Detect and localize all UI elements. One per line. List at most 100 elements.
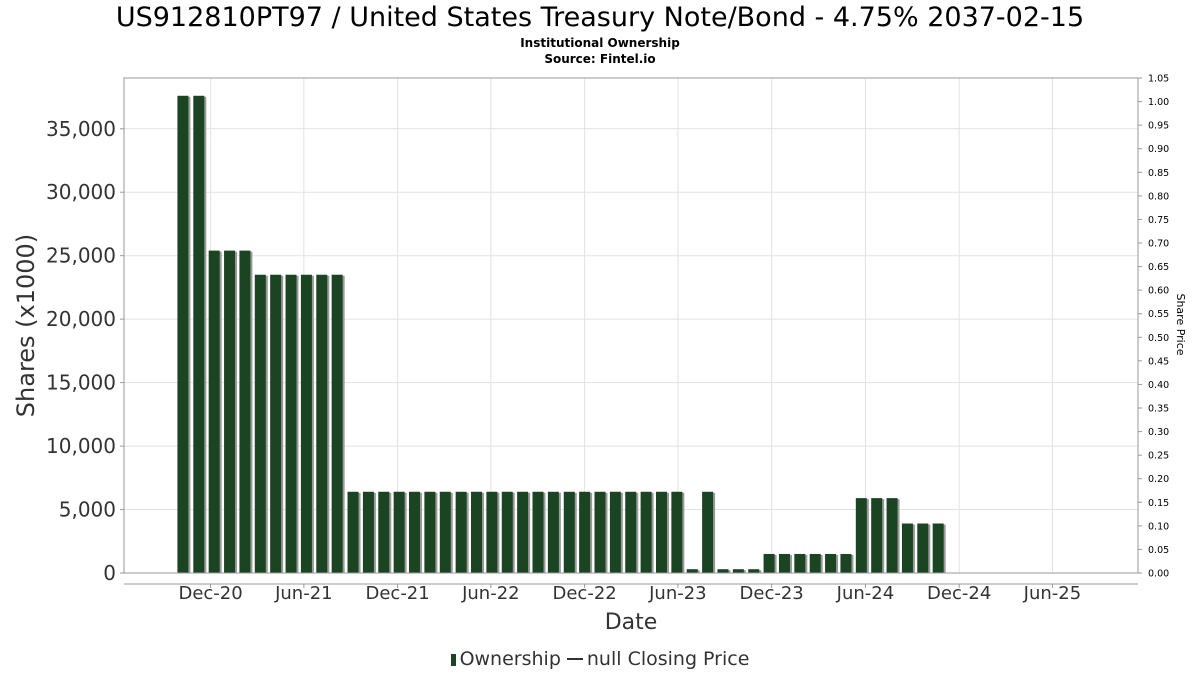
y2-tick-label: 0.35: [1148, 404, 1169, 415]
ownership-bar-fill: [254, 274, 266, 573]
ownership-bar: [455, 491, 469, 573]
plot-frame: [123, 77, 1139, 574]
ownership-bar-fill: [886, 498, 898, 573]
ownership-bar-fill: [393, 491, 405, 573]
ownership-bar: [501, 491, 515, 573]
y2-tick-label: 0.25: [1148, 451, 1169, 462]
ownership-bar-fill: [686, 569, 698, 573]
x-tick-label: Dec-24: [927, 583, 991, 604]
ownership-bar-fill: [778, 553, 790, 573]
chart-title: US912810PT97 / United States Treasury No…: [115, 2, 1085, 33]
y2-tick-label: 0.20: [1148, 474, 1169, 485]
x-tick-label: Dec-21: [365, 583, 429, 604]
ownership-bar: [471, 491, 485, 573]
ownership-bar-fill: [717, 569, 729, 573]
ownership-bar: [285, 274, 299, 573]
x-tick-label: Jun-24: [836, 583, 895, 604]
ownership-bar: [347, 491, 361, 573]
ownership-bar: [409, 491, 423, 573]
y-tick-label: 30,000: [46, 180, 116, 204]
ownership-bar: [193, 95, 207, 574]
ownership-bar: [424, 491, 438, 573]
y-tick-label: 25,000: [46, 244, 116, 268]
closing-price-legend-swatch: [566, 658, 583, 660]
ownership-bar-fill: [702, 491, 714, 573]
ownership-bar-fill: [917, 523, 929, 573]
ownership-bar: [794, 553, 808, 573]
y2-tick-label: 0.55: [1148, 309, 1169, 320]
ownership-bar-fill: [177, 95, 189, 574]
ownership-bar-fill: [563, 491, 575, 573]
ownership-bar-fill: [748, 569, 760, 573]
ownership-bar: [517, 491, 531, 573]
ownership-bar-fill: [809, 553, 821, 573]
y2-tick-label: 0.30: [1148, 427, 1169, 438]
ownership-bar: [254, 274, 268, 573]
y2-tick-label: 0.80: [1148, 191, 1169, 202]
y-axis-label: Shares (x1000): [12, 234, 40, 417]
ownership-bar-fill: [501, 491, 513, 573]
ownership-bar: [825, 553, 839, 573]
chart-subtitle: Institutional Ownership: [520, 36, 680, 50]
ownership-bar-fill: [471, 491, 483, 573]
grid-lines: [124, 78, 1138, 574]
x-tick-label: Jun-25: [1023, 583, 1082, 604]
ownership-bar-fill: [840, 553, 852, 573]
x-tick-label: Jun-23: [648, 583, 707, 604]
y2-tick-label: 0.40: [1148, 380, 1169, 391]
ownership-bar: [563, 491, 577, 573]
ownership-bar-fill: [486, 491, 498, 573]
legend: Ownership null Closing Price: [0, 646, 1200, 672]
ownership-bar: [840, 553, 854, 573]
ownership-bar: [655, 491, 669, 573]
x-tick-label: Dec-23: [740, 583, 804, 604]
y2-axis-label: Share Price: [1174, 293, 1187, 355]
x-tick-label: Dec-20: [178, 583, 242, 604]
x-tick-label: Dec-22: [553, 583, 617, 604]
y2-tick-label: 0.70: [1148, 239, 1169, 250]
ownership-bar-fill: [794, 553, 806, 573]
ownership-bar-fill: [409, 491, 421, 573]
ownership-bar: [717, 569, 731, 573]
ownership-bar: [579, 491, 593, 573]
legend-ownership: Ownership: [459, 648, 561, 670]
ownership-bar-fill: [732, 569, 744, 573]
ownership-bar: [439, 491, 453, 573]
y-tick-label: 35,000: [46, 117, 116, 141]
ownership-bar: [917, 523, 931, 573]
bars: [177, 95, 946, 574]
y2-tick-label: 0.85: [1148, 168, 1169, 179]
ownership-bar-fill: [825, 553, 837, 573]
ownership-bar-fill: [532, 491, 544, 573]
ownership-legend-swatch: [450, 654, 456, 666]
ownership-bar: [778, 553, 792, 573]
y2-tick-label: 0.50: [1148, 333, 1169, 344]
ownership-bar: [855, 498, 869, 573]
ownership-bar-fill: [594, 491, 606, 573]
ownership-bar: [625, 491, 639, 573]
ownership-bar: [362, 491, 376, 573]
ownership-bar-fill: [208, 250, 220, 573]
ownership-bar: [208, 250, 222, 573]
ownership-bar: [886, 498, 900, 573]
ownership-bar: [300, 274, 314, 573]
y2-tick-label: 1.05: [1148, 74, 1169, 85]
y-tick-label: 10,000: [46, 434, 116, 458]
ownership-bar: [748, 569, 762, 573]
ownership-bar: [378, 491, 392, 573]
y-tick-label: 20,000: [46, 307, 116, 331]
ownership-bar: [686, 569, 700, 573]
ownership-bar-fill: [316, 274, 328, 573]
ownership-bar-fill: [579, 491, 591, 573]
ownership-bar: [486, 491, 500, 573]
ownership-bar-fill: [239, 250, 251, 573]
ownership-bar-fill: [763, 553, 775, 573]
ownership-bar-fill: [224, 250, 236, 573]
ownership-bar: [270, 274, 284, 573]
ownership-bar-fill: [901, 523, 913, 573]
axes: 0 5,000 10,000 15,000 20,000 25,000 30,000 35,0…: [46, 74, 1169, 605]
ownership-bar-fill: [270, 274, 282, 573]
ownership-bar-fill: [625, 491, 637, 573]
ownership-bar: [702, 491, 716, 573]
ownership-bar-fill: [640, 491, 652, 573]
